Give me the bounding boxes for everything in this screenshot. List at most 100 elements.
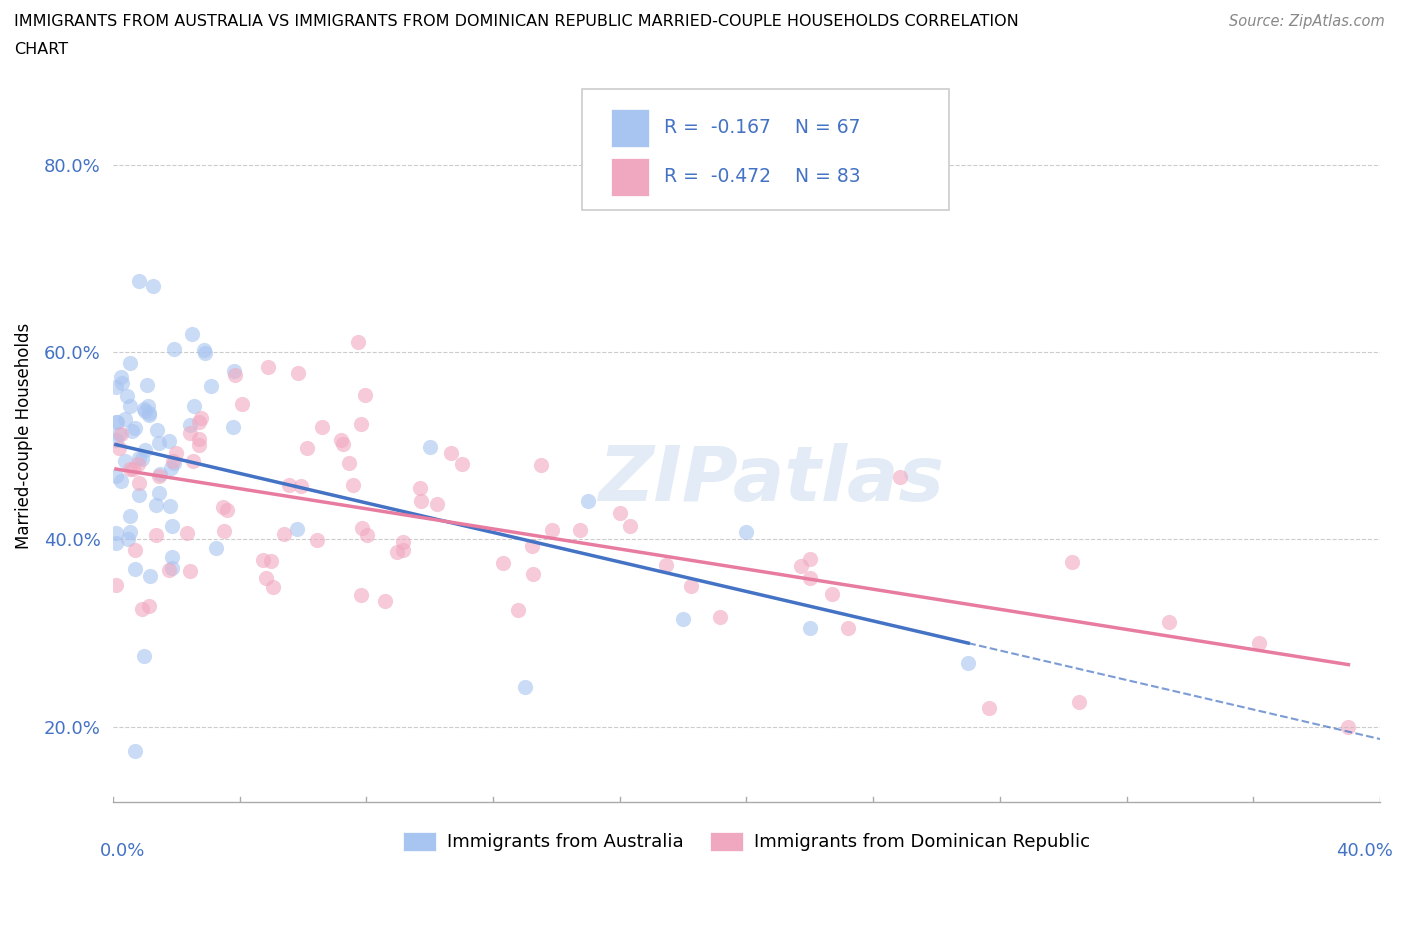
Point	[790, 559, 813, 574]
Point	[522, 538, 544, 553]
Point	[215, 503, 238, 518]
Point	[979, 700, 1001, 715]
Point	[110, 473, 132, 488]
Point	[506, 603, 529, 618]
Point	[138, 408, 160, 423]
Point	[104, 432, 127, 447]
Point	[114, 453, 136, 468]
Point	[110, 427, 132, 442]
Point	[157, 563, 180, 578]
Point	[222, 419, 245, 434]
Point	[1069, 695, 1091, 710]
Point	[679, 578, 702, 593]
Point	[127, 457, 149, 472]
Point	[187, 437, 209, 452]
Point	[522, 566, 544, 581]
Point	[619, 519, 641, 534]
Point	[350, 588, 373, 603]
Point	[160, 550, 183, 565]
Point	[120, 398, 142, 413]
Point	[118, 461, 141, 476]
Point	[157, 433, 180, 448]
Point	[409, 481, 432, 496]
Point	[440, 446, 463, 461]
Point	[136, 399, 159, 414]
Point	[290, 479, 312, 494]
Point	[387, 544, 409, 559]
Text: R =  -0.167    N = 67: R = -0.167 N = 67	[664, 118, 860, 138]
Point	[179, 564, 201, 578]
Point	[148, 469, 170, 484]
Point	[569, 523, 592, 538]
Point	[128, 450, 150, 465]
Point	[145, 527, 167, 542]
Point	[1062, 554, 1084, 569]
Point	[138, 406, 160, 421]
Point	[105, 415, 128, 430]
Point	[107, 427, 129, 442]
Point	[204, 540, 226, 555]
Point	[124, 744, 146, 759]
Point	[332, 437, 354, 452]
Text: 40.0%: 40.0%	[1336, 842, 1393, 860]
Point	[190, 411, 212, 426]
Point	[287, 365, 309, 380]
Point	[134, 404, 156, 418]
Point	[297, 441, 319, 456]
Point	[142, 278, 165, 293]
Point	[181, 326, 204, 341]
Point	[181, 453, 204, 468]
Point	[1157, 615, 1180, 630]
Point	[193, 342, 215, 357]
Point	[609, 506, 631, 521]
Point	[149, 467, 172, 482]
Point	[200, 379, 222, 393]
Point	[148, 485, 170, 500]
Y-axis label: Married-couple Households: Married-couple Households	[15, 324, 32, 550]
Point	[214, 524, 236, 538]
Point	[342, 477, 364, 492]
Point	[104, 536, 127, 551]
Point	[111, 376, 134, 391]
Point	[231, 396, 253, 411]
Point	[104, 525, 127, 540]
Point	[104, 468, 127, 483]
Point	[374, 593, 396, 608]
Point	[194, 345, 217, 360]
Point	[179, 425, 201, 440]
Point	[188, 432, 211, 446]
Point	[540, 523, 562, 538]
Point	[124, 562, 146, 577]
Point	[273, 526, 295, 541]
Point	[256, 360, 278, 375]
Point	[957, 656, 980, 671]
FancyBboxPatch shape	[582, 89, 949, 209]
Point	[131, 602, 153, 617]
Point	[450, 456, 472, 471]
Point	[128, 487, 150, 502]
Point	[799, 620, 821, 635]
Point	[148, 435, 170, 450]
Point	[139, 569, 162, 584]
Point	[1337, 720, 1360, 735]
Point	[391, 535, 413, 550]
Point	[655, 558, 678, 573]
Point	[799, 551, 821, 566]
Point	[110, 369, 132, 384]
Point	[821, 586, 844, 601]
Text: Source: ZipAtlas.com: Source: ZipAtlas.com	[1229, 14, 1385, 29]
Bar	[610, 158, 648, 196]
Point	[211, 499, 233, 514]
Point	[120, 355, 142, 370]
Point	[117, 389, 139, 404]
Point	[188, 415, 211, 430]
Point	[159, 498, 181, 513]
Point	[426, 497, 449, 512]
Point	[392, 542, 415, 557]
Point	[349, 417, 371, 432]
Point	[419, 439, 441, 454]
Point	[709, 610, 731, 625]
Legend: Immigrants from Australia, Immigrants from Dominican Republic: Immigrants from Australia, Immigrants fr…	[396, 825, 1097, 858]
Point	[529, 458, 551, 472]
Text: 0.0%: 0.0%	[100, 842, 145, 860]
